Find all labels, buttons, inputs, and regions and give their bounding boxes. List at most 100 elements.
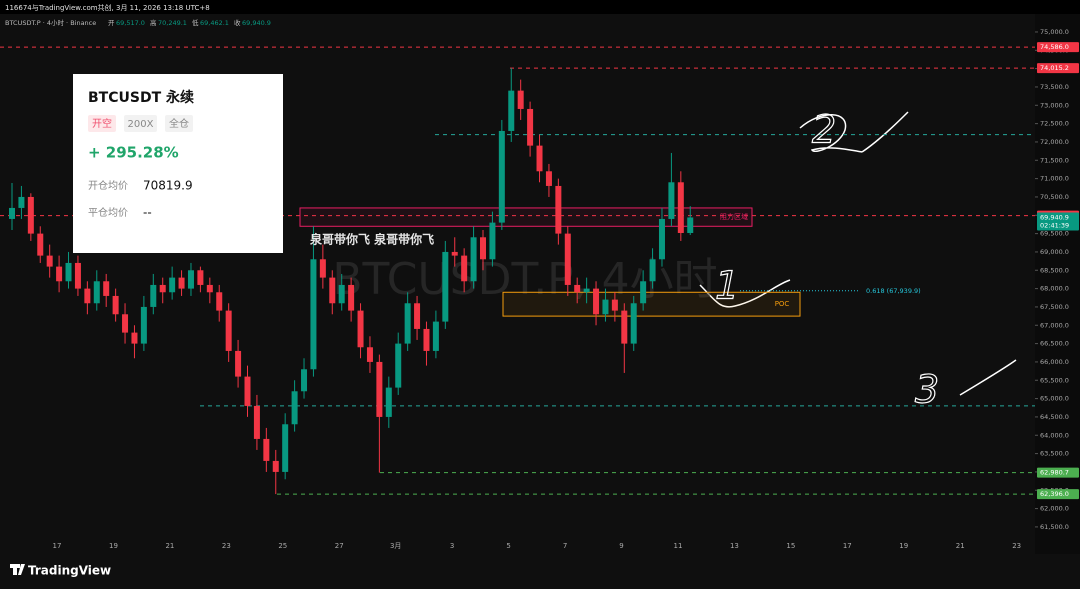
candle-body	[235, 350, 242, 377]
y-tick-label: 61,500.0	[1040, 523, 1069, 531]
card-tag-label: 全仓	[169, 117, 189, 130]
header-bar	[0, 0, 1080, 14]
y-tick-label: 65,500.0	[1040, 376, 1069, 384]
price-tag-label: 74,586.0	[1040, 43, 1069, 51]
y-tick-label: 66,500.0	[1040, 340, 1069, 348]
candle-body	[611, 299, 618, 311]
candle-body	[140, 306, 147, 344]
candle-body	[187, 270, 194, 289]
y-tick-label: 68,500.0	[1040, 266, 1069, 274]
candle-body	[272, 460, 279, 472]
candle-body	[74, 262, 81, 289]
candle-body	[545, 171, 552, 186]
candle-body	[555, 185, 562, 234]
card-tag	[165, 115, 193, 132]
y-tick-label: 65,000.0	[1040, 395, 1069, 403]
candle-body	[112, 295, 119, 315]
candle-body	[508, 90, 515, 131]
legend-ohlc-name: 低	[192, 18, 199, 27]
candle-body	[197, 270, 204, 285]
candle-body	[310, 259, 317, 370]
candle-body	[583, 288, 590, 293]
y-tick-label: 71,000.0	[1040, 175, 1069, 183]
legend-ohlc-value: 69,462.1	[200, 19, 229, 27]
candle-body	[366, 347, 373, 362]
candle-body	[687, 217, 694, 233]
candle-body	[150, 284, 157, 307]
last-price-label: 69,940.9	[1040, 213, 1069, 221]
y-tick-label: 69,000.0	[1040, 248, 1069, 256]
x-tick-label: 5	[506, 542, 510, 550]
candle-body	[27, 196, 34, 234]
card	[73, 74, 283, 253]
candle-body	[329, 277, 336, 304]
y-tick-label: 72,000.0	[1040, 138, 1069, 146]
x-tick-label: 23	[1012, 542, 1021, 550]
candle-body	[291, 391, 298, 425]
card-tag-label: 200X	[128, 119, 154, 130]
last-price-tag	[1037, 212, 1079, 231]
card-row-value: --	[143, 206, 152, 220]
legend-ohlc-value: 70,249.1	[158, 19, 187, 27]
candle-body	[527, 108, 534, 146]
candle-body	[206, 284, 213, 293]
x-tick-label: 13	[730, 542, 739, 550]
x-tick-label: 19	[109, 542, 118, 550]
candle-body	[376, 361, 383, 417]
candle-body	[9, 207, 15, 219]
y-tick-label: 62,000.0	[1040, 505, 1069, 513]
x-tick-label: 17	[53, 542, 62, 550]
legend-ohlc-value: 69,940.9	[242, 19, 271, 27]
candle-body	[385, 387, 392, 417]
candle-body	[338, 284, 345, 304]
y-tick-label: 71,500.0	[1040, 156, 1069, 164]
candle-body	[451, 251, 458, 256]
price-tag	[1037, 467, 1079, 478]
x-tick-label: 7	[563, 542, 567, 550]
handwritten-check	[799, 111, 909, 153]
header: 116674与TradingView.com共创, 3月 11, 2026 13…	[5, 3, 210, 12]
legend-ohlc-name: 高	[150, 18, 157, 27]
x-tick-label: 23	[222, 542, 231, 550]
candle-body	[122, 314, 129, 333]
candle-body	[593, 288, 600, 315]
candle-body	[18, 196, 25, 208]
candle-body	[564, 233, 571, 285]
candle-body	[169, 277, 176, 293]
candle-body	[602, 299, 609, 315]
candle-body	[253, 405, 260, 439]
candle-body	[536, 145, 543, 172]
candle-body	[461, 255, 468, 282]
fib-label: 0.618 (67,939.9)	[866, 287, 921, 295]
candle-body	[677, 182, 684, 233]
candle-body	[84, 288, 91, 304]
candle-body	[348, 284, 355, 311]
price-tag-label: 62,396.0	[1040, 490, 1069, 498]
y-tick-label: 64,500.0	[1040, 413, 1069, 421]
price-tag	[1037, 63, 1079, 74]
x-tick-label: 21	[956, 542, 965, 550]
candle-body	[46, 255, 53, 267]
candle-body	[301, 369, 308, 392]
x-tick-label: 3	[450, 542, 454, 550]
logo-icon	[10, 564, 25, 575]
candle-body	[263, 438, 270, 461]
price-axis	[1035, 14, 1080, 554]
legend-symbol: BTCUSDT.P · 4小时 · Binance	[5, 18, 96, 27]
x-tick-label: 21	[165, 542, 174, 550]
y-tick-label: 63,500.0	[1040, 450, 1069, 458]
candle-body	[65, 262, 72, 282]
handwritten-check	[959, 359, 1017, 396]
candle-body	[178, 277, 185, 289]
candle-body	[423, 328, 430, 351]
card-title: BTCUSDT 永续	[88, 89, 194, 106]
x-tick-label: 9	[619, 542, 623, 550]
y-tick-label: 68,000.0	[1040, 285, 1069, 293]
candle-body	[103, 281, 110, 296]
candle-body	[621, 310, 628, 344]
candle-body	[404, 303, 411, 344]
x-tick-label: 19	[899, 542, 908, 550]
candle-body	[159, 284, 166, 293]
x-tick-label: 25	[278, 542, 287, 550]
candle-body	[319, 259, 326, 278]
